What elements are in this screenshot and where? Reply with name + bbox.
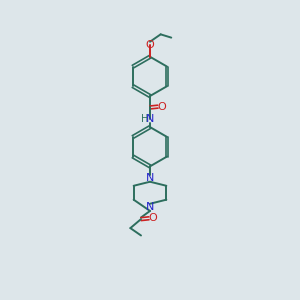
Text: O: O [146,40,154,50]
Text: N: N [146,173,154,183]
Text: H: H [141,114,149,124]
Text: N: N [146,114,154,124]
Text: O: O [148,213,157,223]
Text: O: O [157,102,166,112]
Text: N: N [146,202,154,212]
